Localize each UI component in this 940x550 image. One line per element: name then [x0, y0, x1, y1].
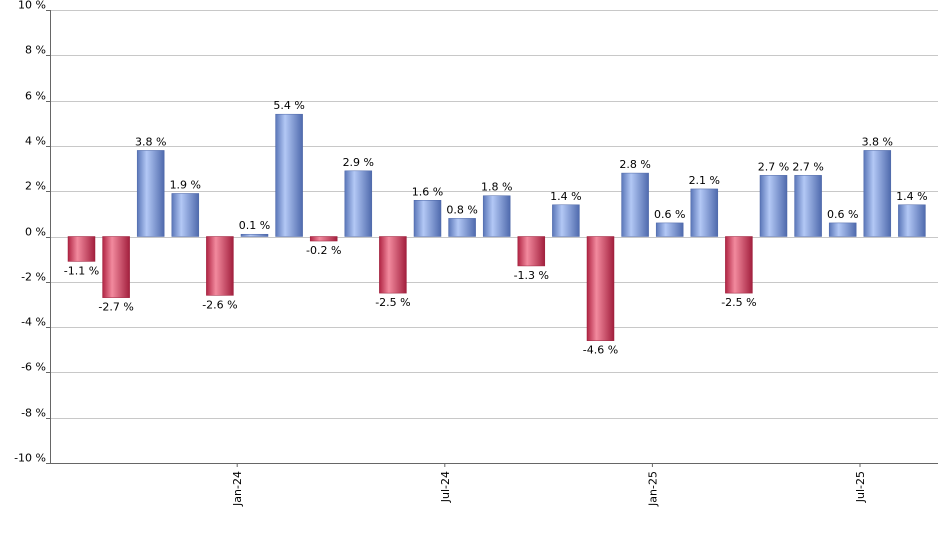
bar — [621, 172, 649, 237]
x-tick-label: Jan-24 — [231, 471, 244, 507]
data-label: -2.5 % — [375, 296, 410, 309]
y-tick-label: 4 % — [25, 135, 46, 148]
data-label: 1.4 % — [550, 190, 581, 203]
bar — [586, 236, 615, 341]
data-label: -0.2 % — [306, 244, 341, 257]
data-label: 2.7 % — [792, 160, 823, 173]
bar — [898, 204, 926, 237]
bar — [759, 175, 788, 237]
bar — [136, 150, 165, 237]
data-label: 0.1 % — [239, 219, 270, 232]
data-label: -2.6 % — [202, 298, 237, 311]
bar — [344, 170, 373, 237]
x-tick-label: Jul-24 — [439, 471, 452, 503]
bar — [655, 222, 684, 237]
data-label: 2.8 % — [619, 158, 650, 171]
bar — [794, 175, 822, 237]
bar — [171, 193, 200, 237]
bar — [863, 150, 892, 237]
bar — [206, 236, 234, 296]
bar — [275, 113, 303, 237]
data-label: -1.1 % — [64, 264, 99, 277]
data-label: 3.8 % — [862, 135, 893, 148]
y-tick-label: 6 % — [25, 90, 46, 103]
y-tick-label: 0 % — [25, 226, 46, 239]
data-label: 1.4 % — [896, 190, 927, 203]
bar — [413, 200, 442, 237]
data-label: 3.8 % — [135, 135, 166, 148]
bars — [67, 113, 926, 341]
y-tick-label: 10 % — [18, 0, 46, 12]
gridlines — [50, 10, 938, 464]
y-tick-label: -4 % — [21, 316, 46, 329]
data-label: 0.6 % — [654, 208, 685, 221]
bar — [828, 222, 857, 237]
y-tick-label: 8 % — [25, 44, 46, 57]
data-label: 1.9 % — [170, 178, 201, 191]
data-label: 0.6 % — [827, 208, 858, 221]
bar — [309, 236, 338, 242]
bar — [725, 236, 753, 294]
data-label: -4.6 % — [583, 344, 618, 357]
data-label: 1.6 % — [412, 185, 443, 198]
data-label: -1.3 % — [514, 269, 549, 282]
data-label: 2.9 % — [343, 156, 374, 169]
y-tick-label: -8 % — [21, 407, 46, 420]
bar — [67, 236, 96, 262]
bar — [690, 188, 719, 237]
y-tick-label: -2 % — [21, 271, 46, 284]
y-tick-label: 2 % — [25, 180, 46, 193]
data-label: 2.7 % — [758, 160, 789, 173]
y-tick-label: -6 % — [21, 361, 46, 374]
bar — [517, 236, 546, 267]
data-label: -2.5 % — [721, 296, 756, 309]
axes: 10 % 8 % 6 % 4 % 2 % 0 % -2 % -4 % -6 % -8 % -10 %… — [14, 0, 867, 507]
data-label: 1.8 % — [481, 181, 512, 194]
bar — [240, 233, 269, 237]
data-label: 0.8 % — [446, 203, 477, 216]
bar — [482, 195, 511, 237]
data-label: 2.1 % — [689, 174, 720, 187]
x-tick-label: Jan-25 — [646, 471, 659, 507]
y-tick-label: -10 % — [14, 452, 46, 465]
bar — [448, 218, 476, 237]
data-label: -2.7 % — [98, 301, 133, 314]
data-labels: -1.1 % -2.7 % 3.8 % 1.9 % -2.6 % 0.1 % 5.4 % -0… — [64, 99, 928, 357]
data-label: 5.4 % — [273, 99, 304, 112]
bar — [552, 204, 580, 237]
x-tick-label: Jul-25 — [854, 471, 867, 503]
bar — [102, 236, 130, 298]
bar — [379, 236, 407, 294]
